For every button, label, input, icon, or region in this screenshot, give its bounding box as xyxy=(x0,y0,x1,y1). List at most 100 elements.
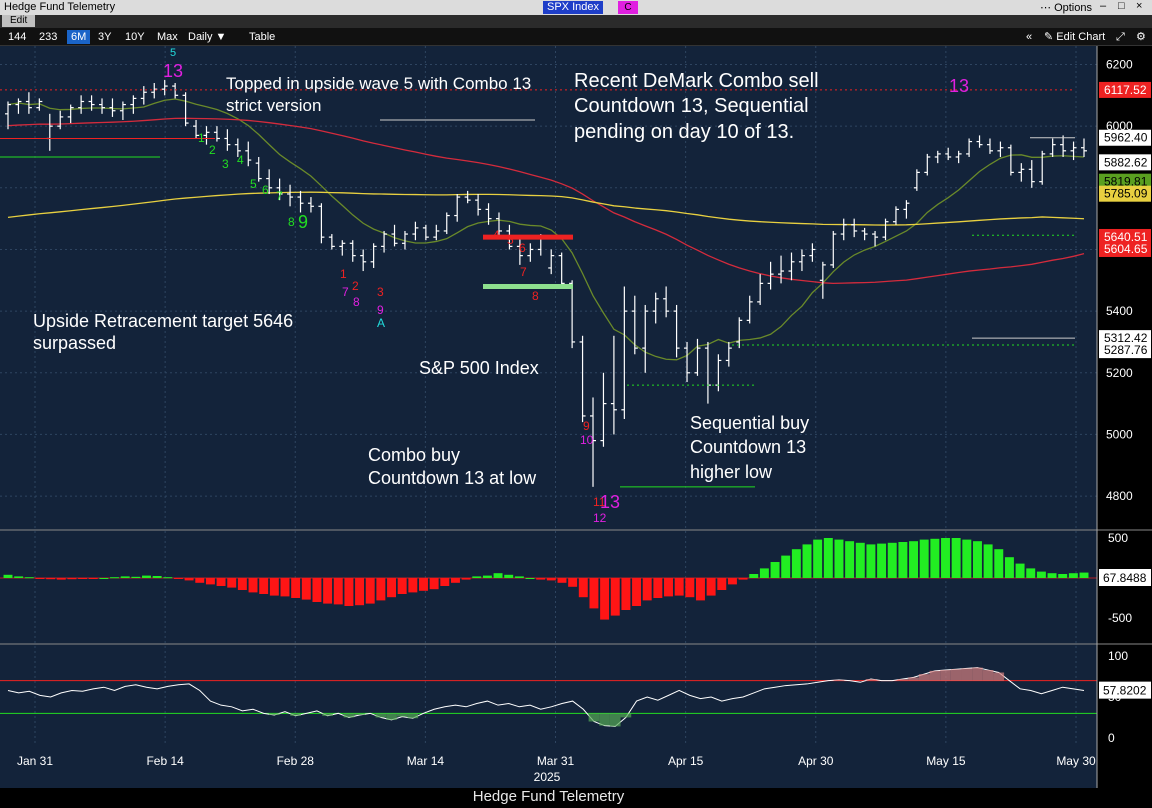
period-select[interactable]: Daily ▼ xyxy=(184,30,230,44)
price-label: 5640.51 xyxy=(1104,230,1148,244)
overbought-fill xyxy=(940,670,951,681)
macd-bar xyxy=(898,542,908,578)
oscillator-tick-label: 0 xyxy=(1108,731,1115,745)
macd-bar xyxy=(941,538,950,578)
macd-bar xyxy=(802,544,812,578)
macd-bar xyxy=(738,578,748,580)
setup-count-7: 7 xyxy=(276,189,283,203)
macd-bar xyxy=(951,538,961,578)
range-max[interactable]: Max xyxy=(157,31,178,43)
macd-bar xyxy=(163,577,173,579)
macd-bar xyxy=(237,578,247,590)
low-countdown-2: 10 xyxy=(580,433,594,447)
date-tick-label: Apr 30 xyxy=(798,754,834,768)
macd-bar xyxy=(642,578,652,601)
macd-bar xyxy=(749,574,759,578)
macd-bar xyxy=(972,541,982,578)
oversold-fill xyxy=(407,713,419,719)
oversold-fill xyxy=(322,713,333,716)
price-label-box xyxy=(1099,185,1151,202)
edit-chart-button[interactable]: ✎ Edit Chart xyxy=(1040,30,1109,44)
macd-bar xyxy=(727,578,737,585)
macd-bar xyxy=(696,578,705,601)
overbought-fill xyxy=(972,667,983,681)
macd-bar xyxy=(919,539,929,578)
macd-bar xyxy=(173,578,183,579)
setup-count-6: 6 xyxy=(262,183,269,197)
date-tick-label: Apr 15 xyxy=(668,754,704,768)
price-tick-label: 5000 xyxy=(1106,427,1133,441)
macd-bar xyxy=(131,576,141,578)
table-button[interactable]: Table xyxy=(249,31,276,43)
oscillator-value-box xyxy=(1099,681,1151,699)
macd-value-box xyxy=(1099,569,1151,586)
oversold-fill xyxy=(343,713,355,718)
macd-bar xyxy=(99,578,109,579)
macd-bar xyxy=(376,578,386,601)
annotation-5: Sequential buy Countdown 13 higher low xyxy=(690,413,809,482)
gear-icon[interactable]: ⚙ xyxy=(1136,31,1146,43)
macd-bar xyxy=(216,578,226,586)
macd-bar xyxy=(46,578,56,580)
overbought-fill xyxy=(865,679,877,681)
macd-bar xyxy=(983,544,993,578)
range-toolbar: 144 233 6M 3Y 10Y Max Daily ▼ Table « ✎ … xyxy=(0,28,1152,46)
expand-icon[interactable]: ⤢ xyxy=(1116,31,1125,43)
date-tick-label: Jan 31 xyxy=(17,754,53,768)
macd-bar xyxy=(1068,573,1078,578)
macd-bar xyxy=(909,541,919,578)
range-10y[interactable]: 10Y xyxy=(125,31,145,43)
price-label: 6117.52 xyxy=(1104,83,1147,97)
macd-bar xyxy=(600,578,610,620)
low-countdown-5: 13 xyxy=(600,492,620,512)
maximize-icon[interactable]: □ xyxy=(1118,0,1125,12)
macd-bar xyxy=(664,578,673,597)
ticker-field[interactable]: SPX Index xyxy=(543,1,603,14)
range-233[interactable]: 233 xyxy=(39,31,58,43)
setup-count-5: 5 xyxy=(250,177,257,191)
date-tick-label: Mar 14 xyxy=(407,754,445,768)
ticker-color-box[interactable]: C xyxy=(618,1,638,14)
price-label: 5604.65 xyxy=(1104,242,1148,256)
date-axis: Jan 31 Feb 14 Feb 28 Mar 14 Mar 31 Apr 15 Apr … xyxy=(17,754,1096,784)
date-tick-label: May 30 xyxy=(1056,754,1096,768)
macd-bar xyxy=(269,578,279,596)
moving-average-line xyxy=(7,98,1085,361)
macd-bar xyxy=(3,574,13,578)
options-menu[interactable]: ⋯ Options xyxy=(1040,1,1092,14)
macd-bar xyxy=(930,538,940,578)
wave-label: 5 xyxy=(170,47,176,59)
price-label: 5819.81 xyxy=(1104,175,1148,189)
macd-bar xyxy=(653,578,663,598)
footer-title: Hedge Fund Telemetry xyxy=(472,788,625,805)
close-icon[interactable]: × xyxy=(1136,0,1143,12)
sell-setup-count-1: 4 xyxy=(493,228,500,242)
range-3y[interactable]: 3Y xyxy=(98,31,112,43)
macd-bar xyxy=(557,578,567,583)
macd-bar xyxy=(1058,574,1068,578)
macd-bar xyxy=(333,578,343,605)
macd-bar xyxy=(1079,572,1089,578)
oscillator-value-label: 57.8202 xyxy=(1103,684,1147,698)
oscillator-panel: 10050057.8202 xyxy=(0,649,1151,745)
macd-bar xyxy=(770,562,780,578)
annotation-0: Topped in upside wave 5 with Combo 13 str… xyxy=(226,74,531,115)
macd-bar xyxy=(578,578,588,598)
macd-bar xyxy=(472,576,482,578)
range-144[interactable]: 144 xyxy=(8,31,27,43)
macd-bar xyxy=(962,539,972,578)
minimize-icon[interactable]: – xyxy=(1100,0,1107,12)
price-tick-label: 6000 xyxy=(1106,119,1133,133)
range-6m[interactable]: 6M xyxy=(67,30,91,44)
macd-bar xyxy=(419,578,428,591)
overbought-fill xyxy=(993,672,1005,681)
edit-button[interactable]: Edit xyxy=(2,15,36,27)
moving-averages xyxy=(7,98,1085,361)
macd-histogram: 500 -500 67.8488 xyxy=(0,531,1151,625)
macd-bar xyxy=(994,549,1004,578)
macd-bar xyxy=(823,538,833,578)
overbought-fill xyxy=(950,669,962,681)
macd-bar xyxy=(344,578,354,606)
double-chevron-left-icon[interactable]: « xyxy=(1026,31,1033,43)
countdown-count-2: 2 xyxy=(352,279,359,293)
